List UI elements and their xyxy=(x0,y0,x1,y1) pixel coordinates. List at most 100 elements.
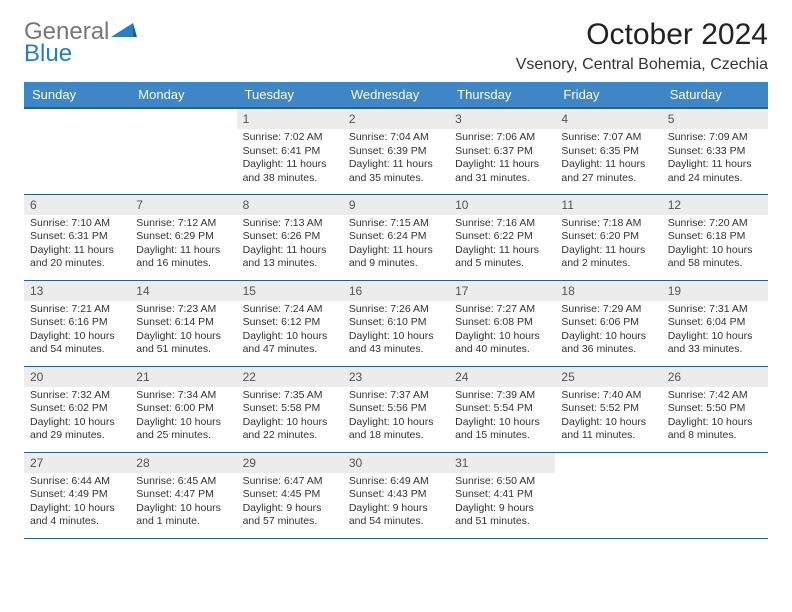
day-number: 23 xyxy=(343,367,449,387)
day-number: 8 xyxy=(237,195,343,215)
header: General Blue October 2024 Vsenory, Centr… xyxy=(24,18,768,74)
weekday-header: Monday xyxy=(130,82,236,108)
calendar-cell: 17Sunrise: 7:27 AMSunset: 6:08 PMDayligh… xyxy=(449,280,555,366)
calendar-cell: .. xyxy=(130,108,236,194)
weekday-header: Wednesday xyxy=(343,82,449,108)
day-number: 10 xyxy=(449,195,555,215)
location-text: Vsenory, Central Bohemia, Czechia xyxy=(516,56,768,74)
calendar-cell: 14Sunrise: 7:23 AMSunset: 6:14 PMDayligh… xyxy=(130,280,236,366)
calendar-cell: .. xyxy=(662,452,768,538)
day-number: 22 xyxy=(237,367,343,387)
day-number: 11 xyxy=(555,195,661,215)
day-number: 9 xyxy=(343,195,449,215)
day-number: 19 xyxy=(662,281,768,301)
day-details: Sunrise: 7:34 AMSunset: 6:00 PMDaylight:… xyxy=(130,387,236,448)
day-details: Sunrise: 7:06 AMSunset: 6:37 PMDaylight:… xyxy=(449,129,555,190)
day-details: Sunrise: 7:20 AMSunset: 6:18 PMDaylight:… xyxy=(662,215,768,276)
calendar-cell: 22Sunrise: 7:35 AMSunset: 5:58 PMDayligh… xyxy=(237,366,343,452)
day-details: Sunrise: 7:26 AMSunset: 6:10 PMDaylight:… xyxy=(343,301,449,362)
day-details: Sunrise: 7:37 AMSunset: 5:56 PMDaylight:… xyxy=(343,387,449,448)
day-number: 29 xyxy=(237,453,343,473)
day-details: Sunrise: 7:10 AMSunset: 6:31 PMDaylight:… xyxy=(24,215,130,276)
day-details: Sunrise: 7:23 AMSunset: 6:14 PMDaylight:… xyxy=(130,301,236,362)
calendar-cell: .. xyxy=(555,452,661,538)
day-number: 28 xyxy=(130,453,236,473)
calendar-cell: 4Sunrise: 7:07 AMSunset: 6:35 PMDaylight… xyxy=(555,108,661,194)
calendar-cell: 15Sunrise: 7:24 AMSunset: 6:12 PMDayligh… xyxy=(237,280,343,366)
calendar-cell: 9Sunrise: 7:15 AMSunset: 6:24 PMDaylight… xyxy=(343,194,449,280)
calendar-cell: 18Sunrise: 7:29 AMSunset: 6:06 PMDayligh… xyxy=(555,280,661,366)
calendar-cell: 27Sunrise: 6:44 AMSunset: 4:49 PMDayligh… xyxy=(24,452,130,538)
calendar-row: 27Sunrise: 6:44 AMSunset: 4:49 PMDayligh… xyxy=(24,452,768,538)
calendar-cell: 23Sunrise: 7:37 AMSunset: 5:56 PMDayligh… xyxy=(343,366,449,452)
calendar-cell: 21Sunrise: 7:34 AMSunset: 6:00 PMDayligh… xyxy=(130,366,236,452)
day-number: 13 xyxy=(24,281,130,301)
calendar-table: SundayMondayTuesdayWednesdayThursdayFrid… xyxy=(24,82,768,539)
calendar-cell: 28Sunrise: 6:45 AMSunset: 4:47 PMDayligh… xyxy=(130,452,236,538)
day-details: Sunrise: 7:21 AMSunset: 6:16 PMDaylight:… xyxy=(24,301,130,362)
day-details: Sunrise: 7:31 AMSunset: 6:04 PMDaylight:… xyxy=(662,301,768,362)
logo-text-blue: Blue xyxy=(24,40,72,68)
day-number: 1 xyxy=(237,109,343,129)
calendar-cell: 11Sunrise: 7:18 AMSunset: 6:20 PMDayligh… xyxy=(555,194,661,280)
day-details: Sunrise: 7:42 AMSunset: 5:50 PMDaylight:… xyxy=(662,387,768,448)
day-number: 26 xyxy=(662,367,768,387)
calendar-cell: 1Sunrise: 7:02 AMSunset: 6:41 PMDaylight… xyxy=(237,108,343,194)
calendar-cell: 5Sunrise: 7:09 AMSunset: 6:33 PMDaylight… xyxy=(662,108,768,194)
day-number: 3 xyxy=(449,109,555,129)
calendar-cell: 30Sunrise: 6:49 AMSunset: 4:43 PMDayligh… xyxy=(343,452,449,538)
day-details: Sunrise: 7:04 AMSunset: 6:39 PMDaylight:… xyxy=(343,129,449,190)
calendar-cell: 29Sunrise: 6:47 AMSunset: 4:45 PMDayligh… xyxy=(237,452,343,538)
logo-triangle-icon xyxy=(111,18,137,46)
weekday-header: Tuesday xyxy=(237,82,343,108)
day-number: 31 xyxy=(449,453,555,473)
day-number: 4 xyxy=(555,109,661,129)
calendar-row: 20Sunrise: 7:32 AMSunset: 6:02 PMDayligh… xyxy=(24,366,768,452)
day-details: Sunrise: 6:44 AMSunset: 4:49 PMDaylight:… xyxy=(24,473,130,534)
day-details: Sunrise: 7:39 AMSunset: 5:54 PMDaylight:… xyxy=(449,387,555,448)
calendar-cell: 7Sunrise: 7:12 AMSunset: 6:29 PMDaylight… xyxy=(130,194,236,280)
day-details: Sunrise: 7:09 AMSunset: 6:33 PMDaylight:… xyxy=(662,129,768,190)
calendar-cell: 24Sunrise: 7:39 AMSunset: 5:54 PMDayligh… xyxy=(449,366,555,452)
weekday-header: Sunday xyxy=(24,82,130,108)
day-number: 21 xyxy=(130,367,236,387)
month-title: October 2024 xyxy=(516,18,768,52)
day-number: 24 xyxy=(449,367,555,387)
day-details: Sunrise: 7:18 AMSunset: 6:20 PMDaylight:… xyxy=(555,215,661,276)
day-details: Sunrise: 7:12 AMSunset: 6:29 PMDaylight:… xyxy=(130,215,236,276)
calendar-cell: 20Sunrise: 7:32 AMSunset: 6:02 PMDayligh… xyxy=(24,366,130,452)
calendar-cell: 19Sunrise: 7:31 AMSunset: 6:04 PMDayligh… xyxy=(662,280,768,366)
day-details: Sunrise: 7:40 AMSunset: 5:52 PMDaylight:… xyxy=(555,387,661,448)
calendar-cell: 10Sunrise: 7:16 AMSunset: 6:22 PMDayligh… xyxy=(449,194,555,280)
calendar-cell: 2Sunrise: 7:04 AMSunset: 6:39 PMDaylight… xyxy=(343,108,449,194)
logo: General Blue xyxy=(24,18,137,46)
weekday-header: Thursday xyxy=(449,82,555,108)
day-number: 25 xyxy=(555,367,661,387)
calendar-cell: .. xyxy=(24,108,130,194)
day-number: 5 xyxy=(662,109,768,129)
day-number: 15 xyxy=(237,281,343,301)
calendar-row: 13Sunrise: 7:21 AMSunset: 6:16 PMDayligh… xyxy=(24,280,768,366)
day-number: 27 xyxy=(24,453,130,473)
calendar-cell: 26Sunrise: 7:42 AMSunset: 5:50 PMDayligh… xyxy=(662,366,768,452)
day-number: 18 xyxy=(555,281,661,301)
day-details: Sunrise: 7:29 AMSunset: 6:06 PMDaylight:… xyxy=(555,301,661,362)
calendar-cell: 13Sunrise: 7:21 AMSunset: 6:16 PMDayligh… xyxy=(24,280,130,366)
day-number: 30 xyxy=(343,453,449,473)
day-details: Sunrise: 6:49 AMSunset: 4:43 PMDaylight:… xyxy=(343,473,449,534)
day-details: Sunrise: 6:50 AMSunset: 4:41 PMDaylight:… xyxy=(449,473,555,534)
day-number: 6 xyxy=(24,195,130,215)
day-details: Sunrise: 7:16 AMSunset: 6:22 PMDaylight:… xyxy=(449,215,555,276)
weekday-header-row: SundayMondayTuesdayWednesdayThursdayFrid… xyxy=(24,82,768,108)
day-details: Sunrise: 7:35 AMSunset: 5:58 PMDaylight:… xyxy=(237,387,343,448)
day-details: Sunrise: 7:13 AMSunset: 6:26 PMDaylight:… xyxy=(237,215,343,276)
weekday-header: Friday xyxy=(555,82,661,108)
day-number: 16 xyxy=(343,281,449,301)
day-details: Sunrise: 6:47 AMSunset: 4:45 PMDaylight:… xyxy=(237,473,343,534)
calendar-row: 6Sunrise: 7:10 AMSunset: 6:31 PMDaylight… xyxy=(24,194,768,280)
day-details: Sunrise: 6:45 AMSunset: 4:47 PMDaylight:… xyxy=(130,473,236,534)
day-number: 17 xyxy=(449,281,555,301)
calendar-cell: 8Sunrise: 7:13 AMSunset: 6:26 PMDaylight… xyxy=(237,194,343,280)
weekday-header: Saturday xyxy=(662,82,768,108)
day-details: Sunrise: 7:27 AMSunset: 6:08 PMDaylight:… xyxy=(449,301,555,362)
